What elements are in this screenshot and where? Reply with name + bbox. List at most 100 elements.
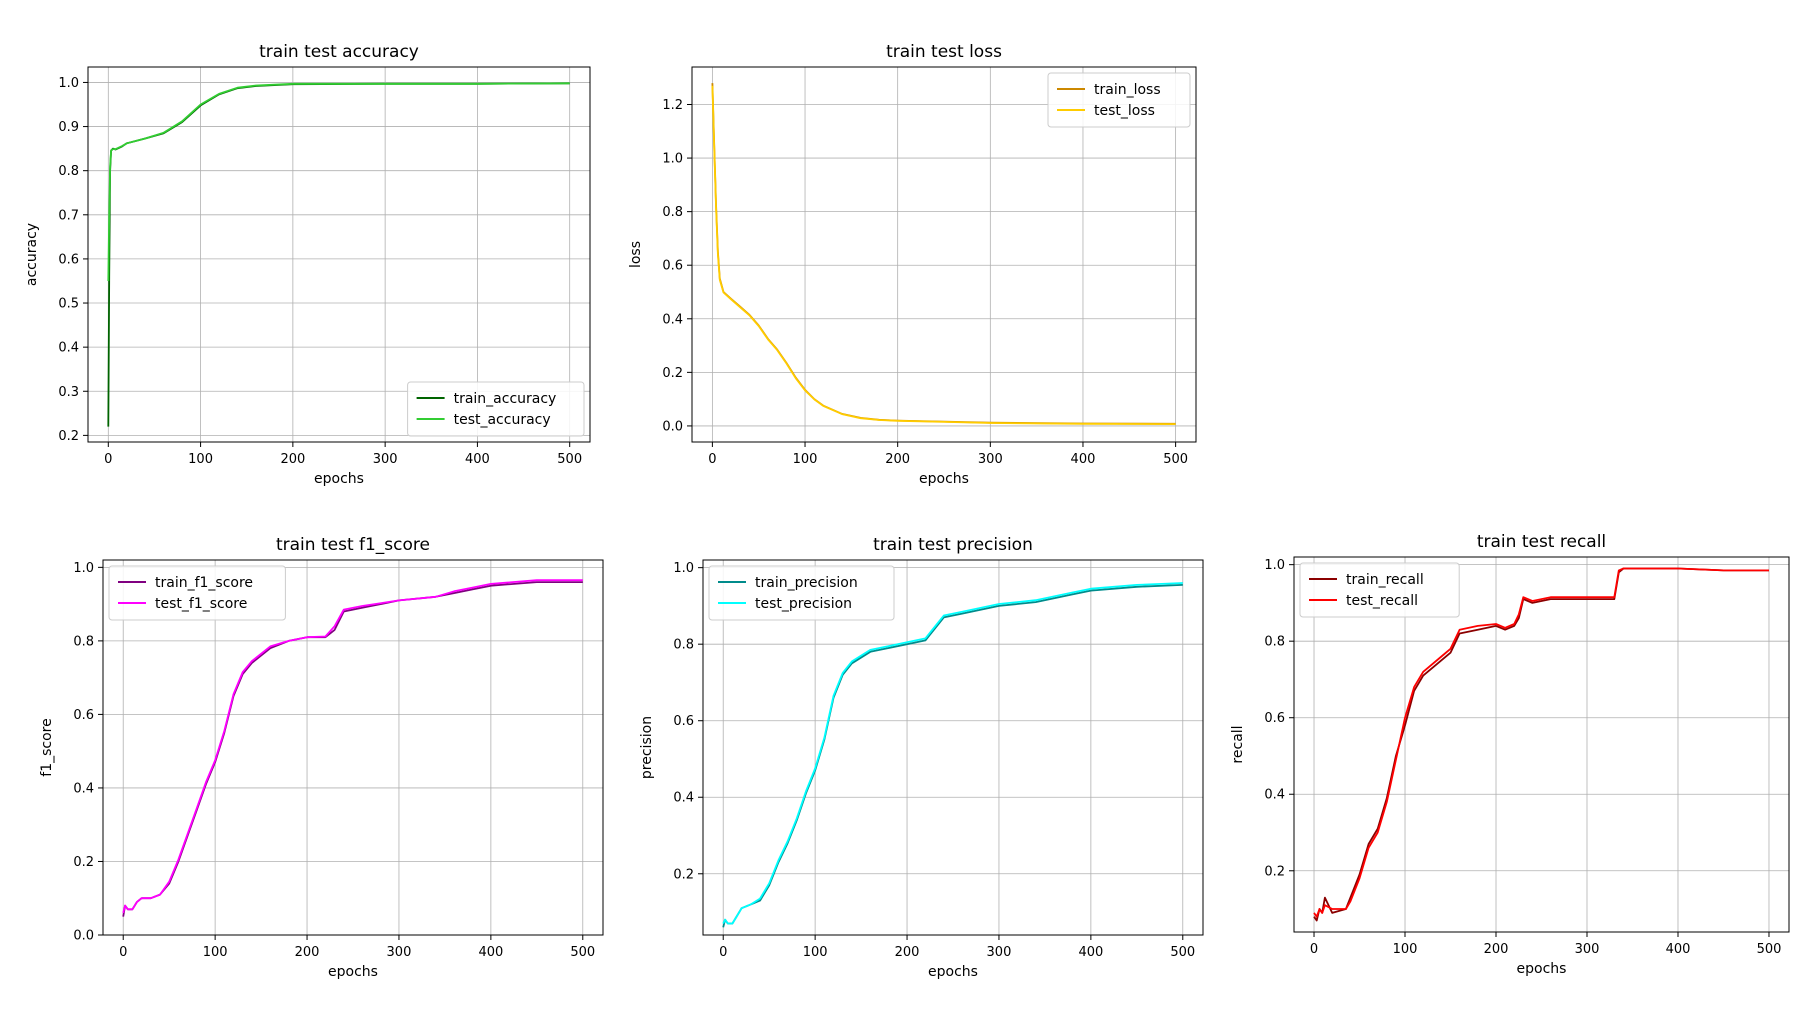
x-tick-label: 100 (203, 945, 228, 960)
chart-loss: 0 100 200 300 400 500 0.0 0.2 0.4 0.6 0.8 1.0 1.2 tra… (628, 42, 1197, 487)
x-tick-label: 200 (280, 452, 305, 467)
y-tick-label: 1.0 (73, 561, 94, 576)
x-tick-label: 500 (1757, 942, 1782, 957)
y-tick-label: 0.2 (1264, 864, 1285, 879)
axes-frame (87, 66, 591, 443)
x-tick-label: 0 (119, 945, 127, 960)
x-tick-label: 400 (465, 452, 490, 467)
legend-label: test_f1_score (155, 596, 247, 612)
y-tick-label: 0.4 (662, 312, 683, 327)
y-tick-label: 0.6 (662, 259, 683, 274)
y-tick-label: 0.2 (58, 429, 79, 444)
legend: train_precision test_precision (708, 565, 895, 621)
legend-label: test_precision (755, 596, 852, 612)
y-tick-label: 0.3 (58, 385, 79, 400)
legend-label: train_loss (1094, 82, 1161, 98)
y-tick-label: 0.9 (58, 120, 79, 135)
x-tick-label: 200 (295, 945, 320, 960)
x-tick-label: 400 (1666, 942, 1691, 957)
y-tick-label: 0.4 (58, 341, 79, 356)
y-tick-label: 1.2 (662, 98, 683, 113)
y-tick-label: 1.0 (662, 152, 683, 167)
y-axis-label: precision (639, 716, 655, 779)
x-tick-label: 300 (987, 945, 1012, 960)
axes-frame (691, 66, 1197, 443)
x-tick-label: 200 (895, 945, 920, 960)
x-tick-label: 500 (570, 945, 595, 960)
series-line-test_loss (711, 85, 1176, 426)
y-tick-label: 0.6 (1264, 711, 1285, 726)
chart-precision: 0 100 200 300 400 500 0.2 0.4 0.6 0.8 1.0 train tes… (639, 535, 1204, 980)
x-tick-label: 0 (1310, 942, 1318, 957)
x-tick-label: 100 (1393, 942, 1418, 957)
y-tick-label: 0.6 (73, 708, 94, 723)
series-line-test_precision (722, 582, 1183, 925)
y-tick-label: 1.0 (673, 561, 694, 576)
legend-label: train_recall (1346, 572, 1424, 588)
legend-label: test_recall (1346, 593, 1418, 609)
x-tick-label: 300 (978, 452, 1003, 467)
y-tick-label: 0.4 (673, 791, 694, 806)
chart-title: train test precision (873, 535, 1033, 555)
x-axis-label: epochs (328, 964, 378, 980)
x-tick-label: 300 (387, 945, 412, 960)
legend-box (108, 565, 286, 621)
x-tick-label: 400 (1078, 945, 1103, 960)
series-line-train_recall (1313, 567, 1769, 922)
y-tick-label: 0.8 (662, 205, 683, 220)
legend-label: train_f1_score (155, 575, 253, 591)
y-tick-label: 0.7 (58, 208, 79, 223)
x-axis-label: epochs (1517, 961, 1567, 977)
chart-title: train test loss (886, 42, 1002, 62)
series-line-test_f1_score (122, 579, 583, 914)
x-tick-label: 500 (557, 452, 582, 467)
legend-box (1047, 72, 1191, 128)
x-tick-label: 100 (188, 452, 213, 467)
y-tick-label: 0.8 (673, 638, 694, 653)
legend-box (407, 381, 585, 437)
x-tick-label: 100 (793, 452, 818, 467)
y-tick-label: 0.2 (73, 855, 94, 870)
x-tick-label: 200 (885, 452, 910, 467)
x-tick-label: 300 (1575, 942, 1600, 957)
y-tick-label: 0.0 (73, 929, 94, 944)
y-tick-label: 0.5 (58, 297, 79, 312)
x-tick-label: 0 (708, 452, 716, 467)
x-tick-label: 200 (1484, 942, 1509, 957)
legend-label: test_loss (1094, 103, 1155, 119)
y-tick-label: 0.4 (1264, 788, 1285, 803)
legend-label: train_accuracy (454, 391, 557, 407)
y-tick-label: 0.6 (673, 714, 694, 729)
y-axis-label: accuracy (24, 223, 40, 286)
chart-accuracy: 0 100 200 300 400 500 0.2 0.3 0.4 0.5 0.6 0.7 0.8 0.9… (24, 42, 591, 487)
legend-box (1299, 562, 1460, 618)
chart-title: train test f1_score (276, 535, 430, 555)
legend: train_f1_score test_f1_score (108, 565, 286, 621)
legend: train_loss test_loss (1047, 72, 1191, 128)
axes-frame (1293, 556, 1790, 933)
x-tick-label: 0 (719, 945, 727, 960)
y-axis-label: f1_score (39, 718, 55, 776)
y-tick-label: 1.0 (58, 76, 79, 91)
chart-recall: 0 100 200 300 400 500 0.2 0.4 0.6 0.8 1.0 train tes… (1230, 532, 1790, 977)
axes-frame (102, 559, 604, 936)
y-tick-label: 0.4 (73, 781, 94, 796)
legend-box (708, 565, 895, 621)
y-axis-label: loss (628, 241, 644, 268)
series-line-test_accuracy (107, 82, 570, 282)
y-tick-label: 0.2 (662, 366, 683, 381)
x-axis-label: epochs (919, 471, 969, 487)
y-tick-label: 1.0 (1264, 558, 1285, 573)
x-axis-label: epochs (314, 471, 364, 487)
x-tick-label: 400 (1071, 452, 1096, 467)
x-tick-label: 100 (803, 945, 828, 960)
series-line-train_precision (722, 584, 1183, 928)
y-axis-label: recall (1230, 725, 1246, 763)
y-tick-label: 0.6 (58, 252, 79, 267)
y-tick-label: 0.8 (73, 634, 94, 649)
series-line-train_f1_score (122, 581, 583, 917)
legend-label: test_accuracy (454, 412, 551, 428)
x-tick-label: 500 (1170, 945, 1195, 960)
y-tick-label: 0.8 (1264, 635, 1285, 650)
